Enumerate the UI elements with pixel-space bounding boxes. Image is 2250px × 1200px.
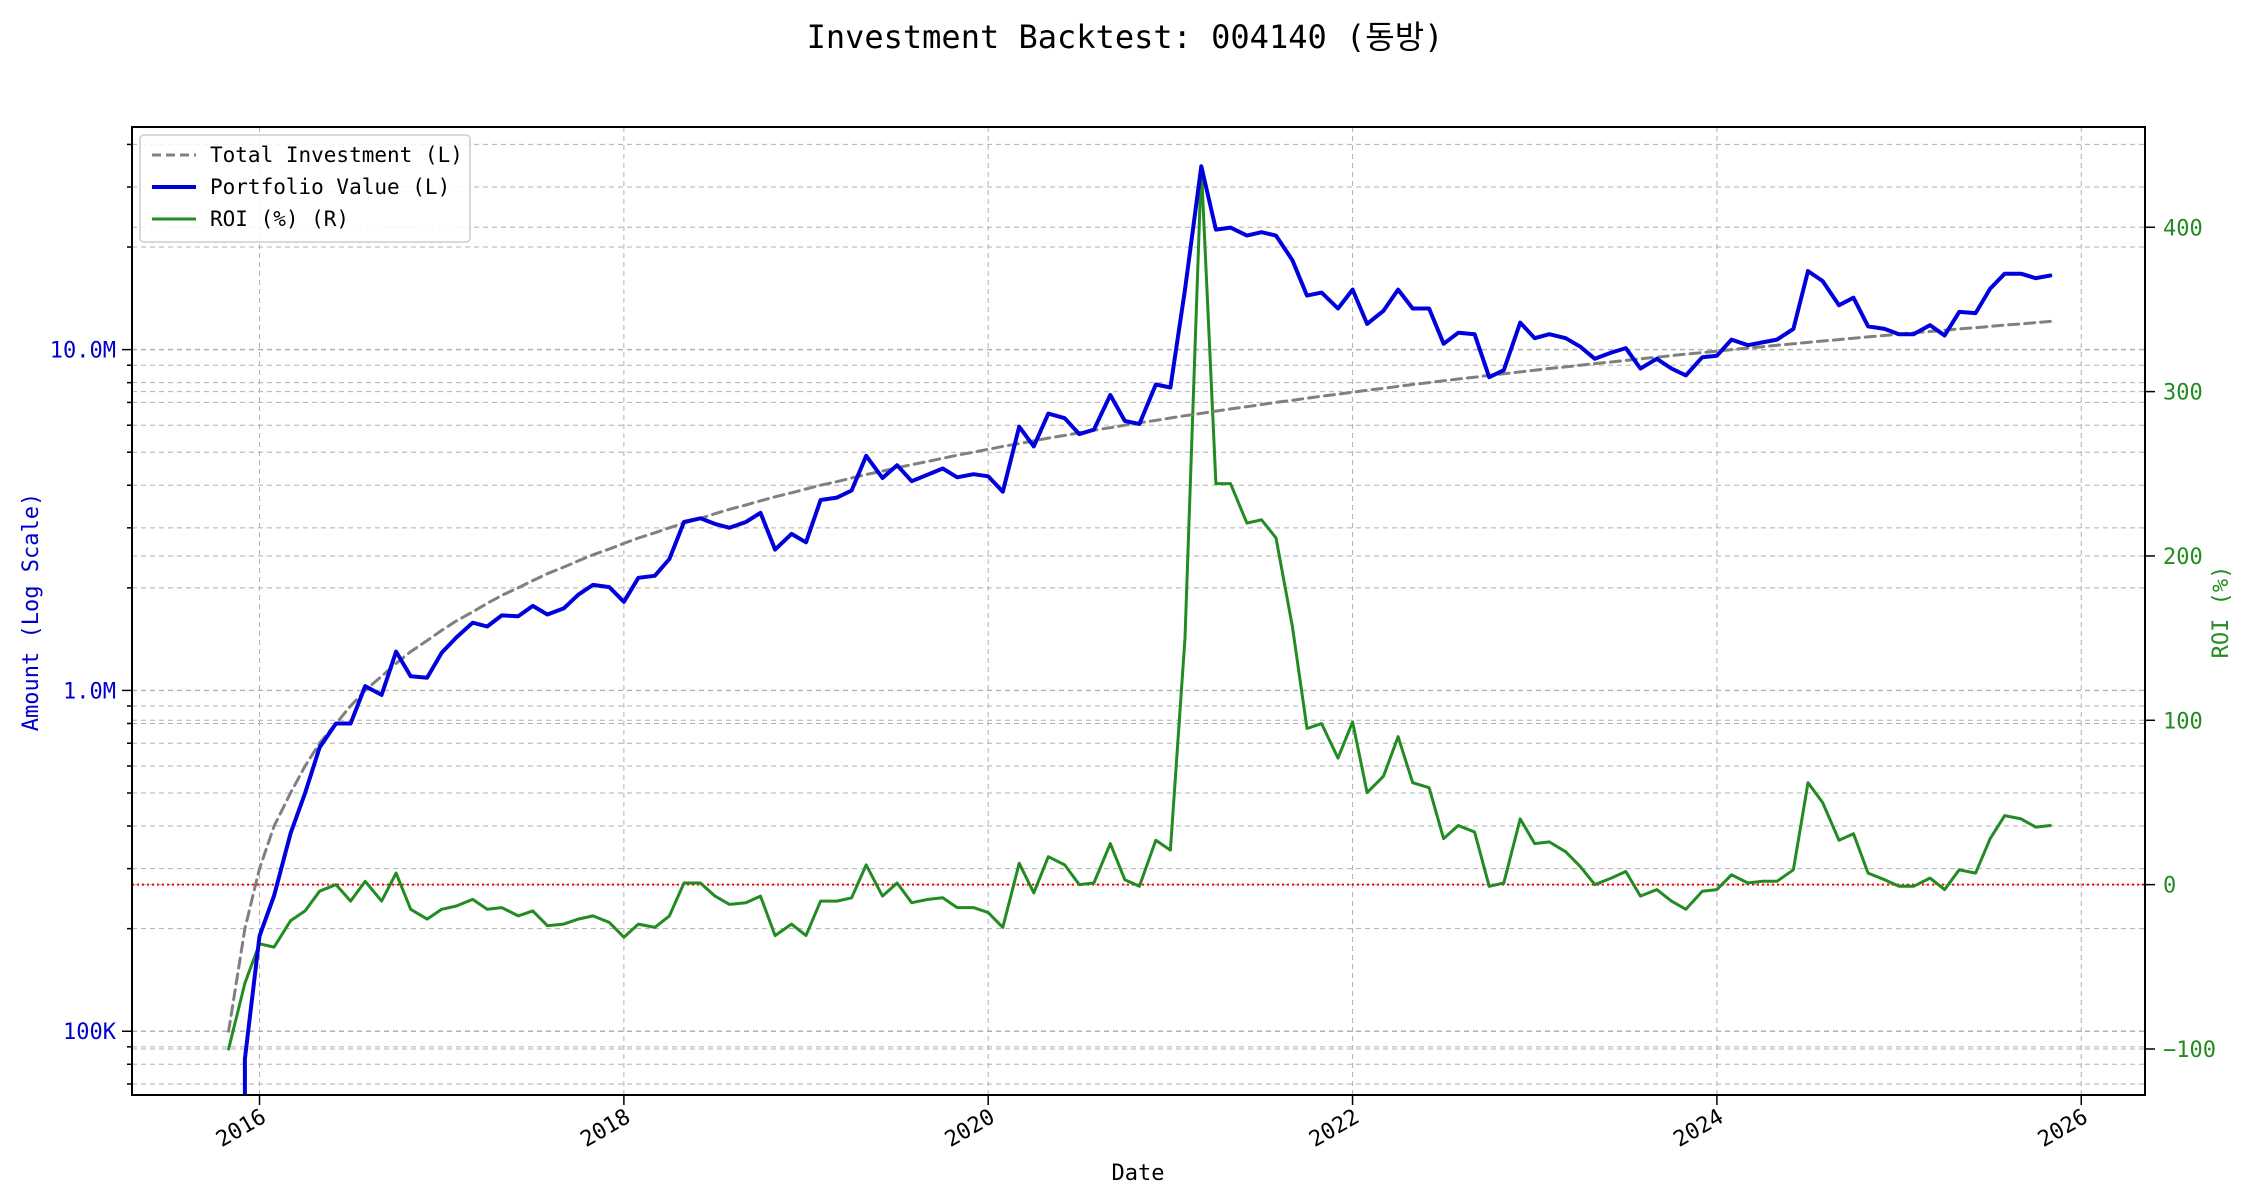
roi-line xyxy=(227,164,2052,1051)
tick-label-x: 2016 xyxy=(212,1105,270,1153)
tick-label-left: 100K xyxy=(63,1020,117,1045)
tick-label-x: 2026 xyxy=(2034,1105,2092,1153)
tick-label-x: 2022 xyxy=(1305,1105,1363,1153)
tick-label-left: 1.0M xyxy=(63,679,116,704)
tick-label-right: 100 xyxy=(2163,709,2203,734)
total-investment-line xyxy=(227,319,2052,1033)
tick-label-right: 200 xyxy=(2163,545,2203,570)
tick-label-right: −100 xyxy=(2163,1038,2216,1063)
tick-label-x: 2024 xyxy=(1670,1105,1728,1153)
grid-layer xyxy=(132,127,2145,1095)
legend-investment-label: Total Investment (L) xyxy=(210,143,463,167)
tick-label-right: 400 xyxy=(2163,216,2203,241)
tick-label-right: 0 xyxy=(2163,874,2176,899)
tick-label-right: 300 xyxy=(2163,381,2203,406)
y-left-axis-label: Amount (Log Scale) xyxy=(19,493,44,731)
plot-frame xyxy=(131,126,2146,1096)
series-layer xyxy=(132,164,2145,1095)
axis-layer: 100K 1.0M 10.0M −100 0 100 200 300 400 2016 2018 20… xyxy=(50,143,2216,1153)
legend-box xyxy=(139,134,471,243)
legend: Total Investment (L) Portfolio Value (L)… xyxy=(139,134,471,243)
tick-label-x: 2020 xyxy=(941,1105,999,1153)
tick-label-left: 10.0M xyxy=(50,339,116,364)
chart-title: Investment Backtest: 004140 (동방) xyxy=(807,18,1444,56)
portfolio-value-line xyxy=(242,164,2053,1095)
legend-roi-label: ROI (%) (R) xyxy=(210,207,349,231)
y-right-axis-label: ROI (%) xyxy=(2209,566,2234,659)
x-axis-label: Date xyxy=(1112,1161,1165,1186)
tick-label-x: 2018 xyxy=(576,1105,634,1153)
legend-portfolio-label: Portfolio Value (L) xyxy=(210,175,450,199)
